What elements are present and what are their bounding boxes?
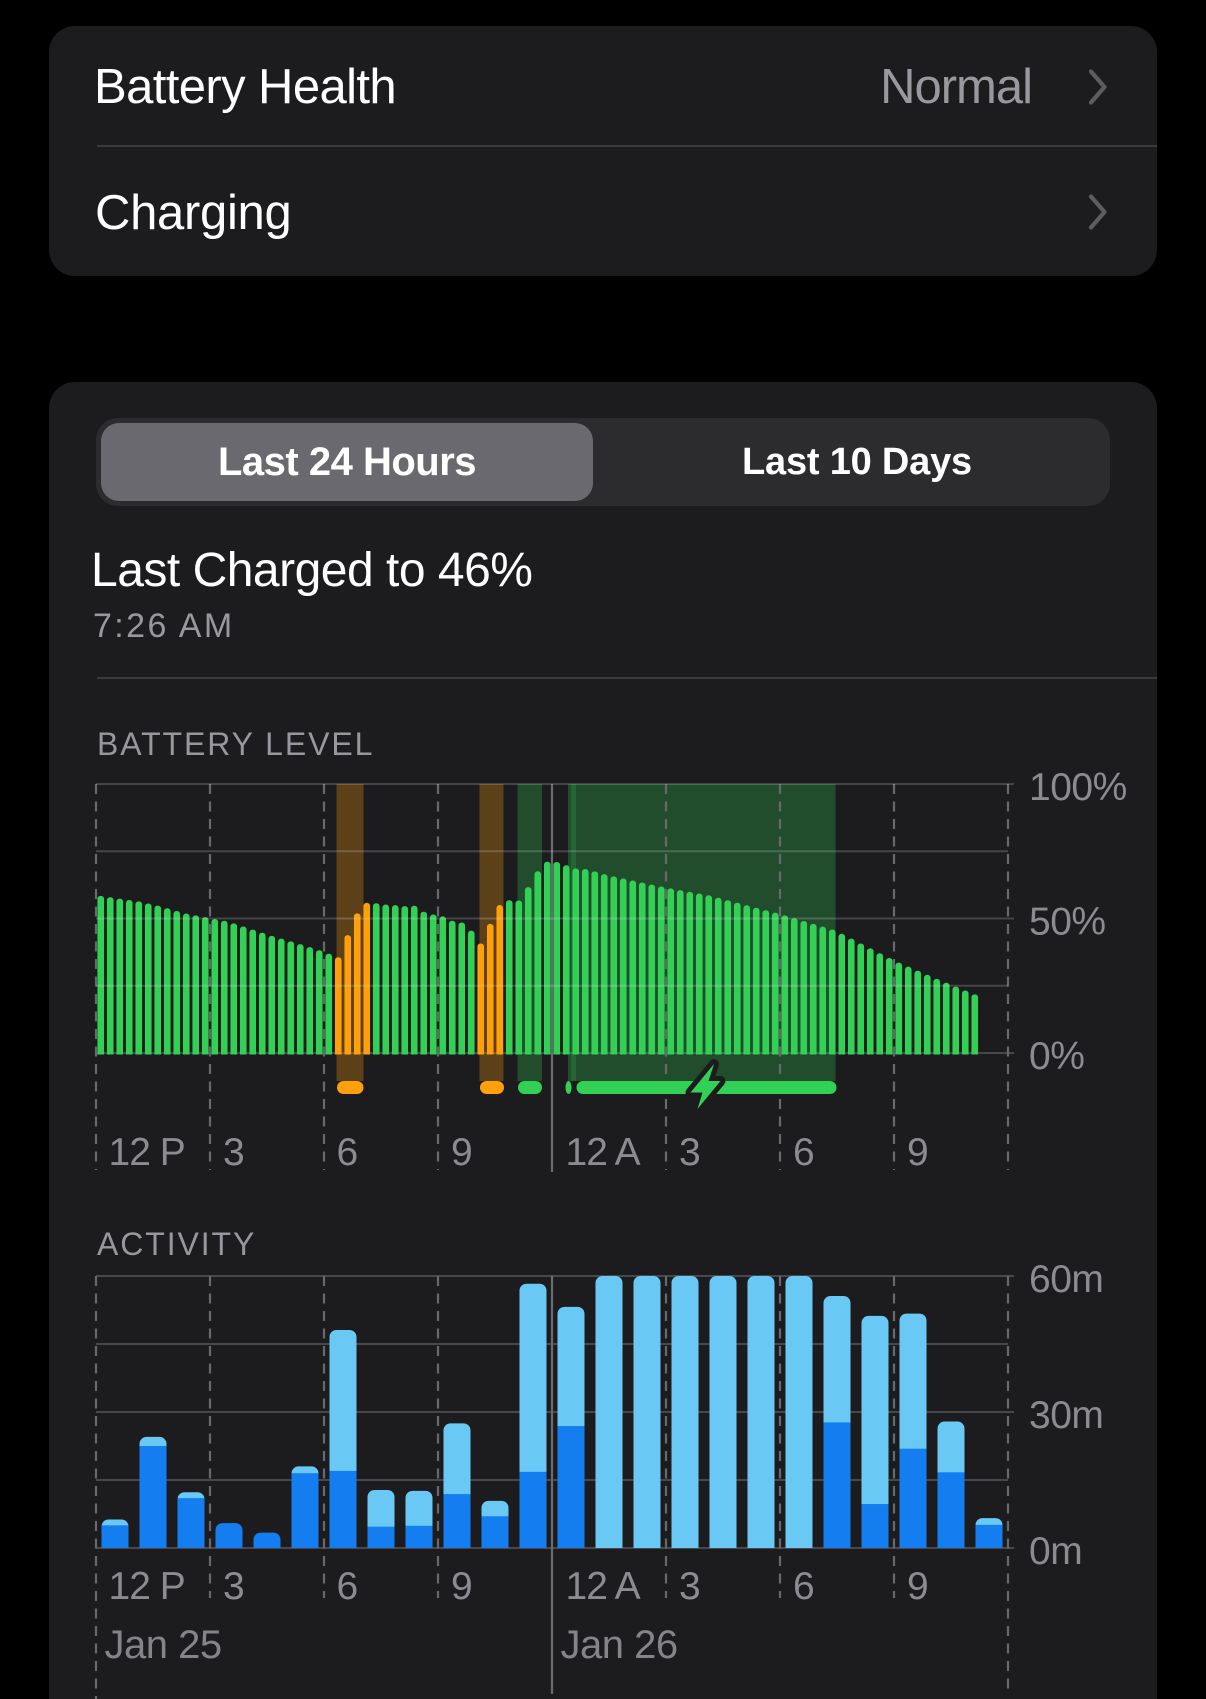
svg-text:Jan 26: Jan 26 — [561, 1623, 678, 1667]
svg-text:9: 9 — [451, 1131, 472, 1174]
svg-text:6: 6 — [337, 1131, 358, 1174]
svg-text:12 P: 12 P — [109, 1131, 185, 1174]
svg-text:12 A: 12 A — [566, 1565, 641, 1608]
svg-text:0%: 0% — [1029, 1035, 1084, 1078]
svg-text:3: 3 — [223, 1565, 244, 1608]
svg-text:9: 9 — [907, 1565, 928, 1608]
svg-text:30m: 30m — [1029, 1394, 1103, 1437]
svg-text:9: 9 — [451, 1565, 472, 1608]
svg-text:0m: 0m — [1029, 1530, 1082, 1573]
svg-text:3: 3 — [223, 1131, 244, 1174]
svg-text:100%: 100% — [1029, 766, 1127, 809]
svg-text:60m: 60m — [1029, 1258, 1103, 1301]
svg-text:12 A: 12 A — [566, 1131, 641, 1174]
svg-text:3: 3 — [679, 1131, 700, 1174]
svg-text:BATTERY LEVEL: BATTERY LEVEL — [97, 726, 374, 762]
svg-text:ACTIVITY: ACTIVITY — [97, 1226, 256, 1262]
svg-text:9: 9 — [907, 1131, 928, 1174]
svg-text:12 P: 12 P — [109, 1565, 185, 1608]
svg-text:Jan 25: Jan 25 — [105, 1623, 222, 1667]
svg-text:50%: 50% — [1029, 900, 1106, 943]
svg-text:6: 6 — [793, 1565, 814, 1608]
svg-text:6: 6 — [337, 1565, 358, 1608]
svg-text:3: 3 — [679, 1565, 700, 1608]
svg-text:6: 6 — [793, 1131, 814, 1174]
